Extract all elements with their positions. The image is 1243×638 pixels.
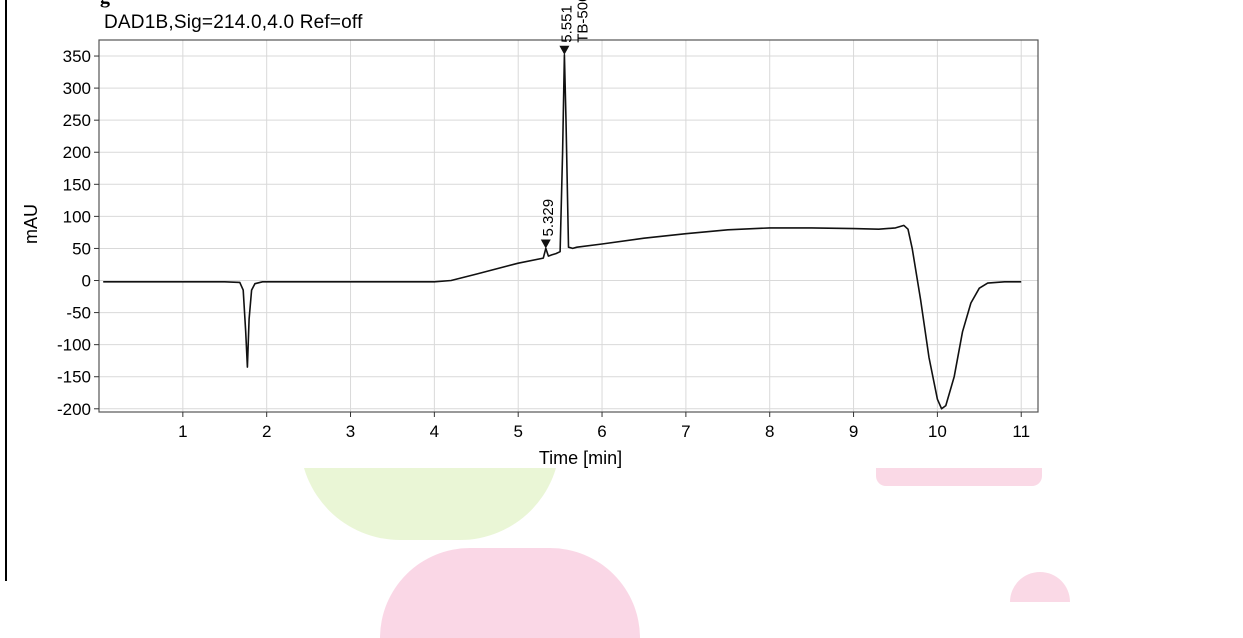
- x-tick-label: 7: [681, 422, 690, 441]
- peak-name-label: TB-500: [574, 0, 591, 43]
- y-tick-label: 50: [72, 239, 91, 258]
- signal-trace: [103, 53, 1022, 410]
- x-tick-label: 10: [928, 422, 947, 441]
- x-tick-label: 2: [262, 422, 271, 441]
- cropped-heading-fragment: g: [100, 0, 110, 9]
- y-tick-label: 100: [63, 207, 91, 226]
- y-tick-label: 250: [63, 111, 91, 130]
- y-tick-label: -150: [57, 368, 91, 387]
- x-tick-label: 1: [178, 422, 187, 441]
- y-tick-label: -50: [66, 304, 91, 323]
- chart-title: DAD1B,Sig=214.0,4.0 Ref=off: [104, 12, 363, 33]
- chart-figure-background: [14, 8, 1044, 468]
- y-tick-label: 300: [63, 79, 91, 98]
- peak-marker: [559, 45, 570, 55]
- chromatogram-chart: 1 2 3 4 5 6 7 8 9 10 11 350 300 250 200 150 100 50 0 -50 -10…: [21, 0, 1039, 468]
- peak-marker: [540, 239, 551, 249]
- y-tick-label: -200: [57, 400, 91, 419]
- x-tick-label: 6: [597, 422, 606, 441]
- y-tick-label: -100: [57, 336, 91, 355]
- x-tick-label: 11: [1012, 422, 1030, 441]
- watermark-pink-shape: [876, 468, 1042, 486]
- x-axis-label: Time [min]: [539, 448, 622, 468]
- x-tick-label: 5: [513, 422, 522, 441]
- y-axis-label: mAU: [21, 204, 41, 244]
- x-tick-label: 3: [346, 422, 355, 441]
- plot-area-frame: [98, 39, 1039, 413]
- x-tick-label: 9: [849, 422, 858, 441]
- peak-time-label: 5.551: [558, 5, 575, 43]
- x-tick-label: 8: [765, 422, 774, 441]
- y-tick-label: 150: [63, 175, 91, 194]
- page-left-border: [5, 0, 7, 581]
- y-tick-label: 0: [82, 272, 91, 291]
- y-tick-label: 200: [63, 143, 91, 162]
- x-tick-label: 4: [430, 422, 439, 441]
- y-tick-label: 350: [63, 47, 91, 66]
- peak-time-label: 5.329: [540, 199, 557, 237]
